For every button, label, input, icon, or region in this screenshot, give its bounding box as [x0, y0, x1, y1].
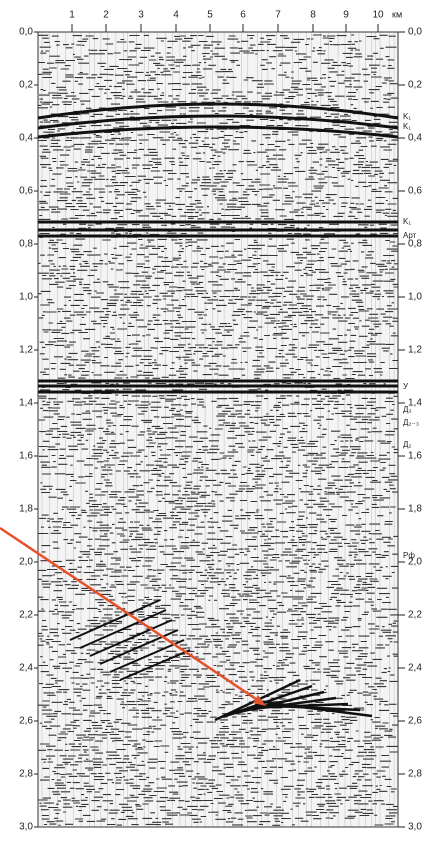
- left-tick-label: 1,6: [19, 451, 33, 462]
- right-tick-label: 1,2: [408, 345, 422, 356]
- dipping-reflector: [69, 599, 161, 641]
- right-tick-label: 1,0: [408, 292, 422, 303]
- top-tick-label: 6: [240, 10, 246, 21]
- right-tick-label: 0,8: [408, 239, 422, 250]
- top-tick-label: 1: [69, 10, 75, 21]
- left-tick-label: 1,0: [19, 292, 33, 303]
- right-tick-label: 1,8: [408, 504, 422, 515]
- arrow-head: [253, 695, 266, 706]
- horizon-label: Д₃: [403, 405, 412, 414]
- dipping-reflector: [119, 649, 191, 681]
- left-tick-label: 2,6: [19, 716, 33, 727]
- dipping-reflector: [109, 639, 185, 673]
- dipping-reflector: [79, 609, 167, 649]
- left-tick-label: 2,0: [19, 557, 33, 568]
- dipping-reflector: [262, 700, 373, 718]
- left-tick-label: 0,4: [19, 133, 33, 144]
- reflector: [37, 114, 399, 130]
- horizon-label: K₁: [403, 112, 411, 121]
- left-tick-label: 0,8: [19, 239, 33, 250]
- top-tick-label: 10: [372, 10, 384, 21]
- left-tick-label: 0,2: [19, 80, 33, 91]
- seismic-texture: [37, 32, 399, 827]
- reflector: [37, 102, 399, 120]
- right-tick-label: 2,6: [408, 716, 422, 727]
- horizon-label: Д₂₋₃: [403, 418, 419, 427]
- pointer-arrow: [0, 526, 263, 705]
- left-tick-label: 0,0: [19, 27, 33, 38]
- dipping-reflector: [99, 629, 179, 665]
- top-axis-unit: км: [392, 9, 402, 19]
- left-tick-label: 2,4: [19, 663, 33, 674]
- top-tick-label: 3: [138, 10, 144, 21]
- top-tick-label: 4: [173, 10, 179, 21]
- right-tick-label: 3,0: [408, 822, 422, 833]
- traces: [41, 32, 395, 827]
- right-tick-label: 2,0: [408, 557, 422, 568]
- left-tick-label: 2,8: [19, 769, 33, 780]
- horizon-label: Рф: [403, 551, 415, 560]
- top-tick-label: 9: [343, 10, 349, 21]
- right-tick-label: 0,2: [408, 80, 422, 91]
- horizon-label: Арт: [403, 231, 417, 240]
- right-tick-label: 1,4: [408, 398, 422, 409]
- horizon-label: K₁: [403, 122, 411, 131]
- top-tick-label: 5: [207, 10, 213, 21]
- right-tick-label: 2,4: [408, 663, 422, 674]
- right-tick-label: 2,2: [408, 610, 422, 621]
- left-tick-label: 3,0: [19, 822, 33, 833]
- reflector: [37, 125, 399, 139]
- horizon-label: Д₂: [403, 440, 412, 449]
- top-tick-label: 2: [103, 10, 109, 21]
- left-tick-label: 2,2: [19, 610, 33, 621]
- dipping-reflector: [89, 619, 173, 657]
- left-tick-label: 0,6: [19, 186, 33, 197]
- right-tick-label: 0,4: [408, 133, 422, 144]
- labels: 1 2 3 4 5 6 7 8 9 10 км 0,0 0,2 0,4 0,6 0,8 1,0 1,2 1,4 1,6…: [19, 9, 422, 832]
- top-tick-label: 7: [275, 10, 281, 21]
- right-tick-label: 2,8: [408, 769, 422, 780]
- top-tick-label: 8: [310, 10, 316, 21]
- right-tick-label: 0,0: [408, 27, 422, 38]
- left-tick-label: 1,4: [19, 398, 33, 409]
- right-tick-label: 1,6: [408, 451, 422, 462]
- left-tick-label: 1,8: [19, 504, 33, 515]
- left-tick-label: 1,2: [19, 345, 33, 356]
- horizon-label: У: [403, 382, 409, 391]
- horizon-label: K₁: [403, 217, 411, 226]
- right-tick-label: 0,6: [408, 186, 422, 197]
